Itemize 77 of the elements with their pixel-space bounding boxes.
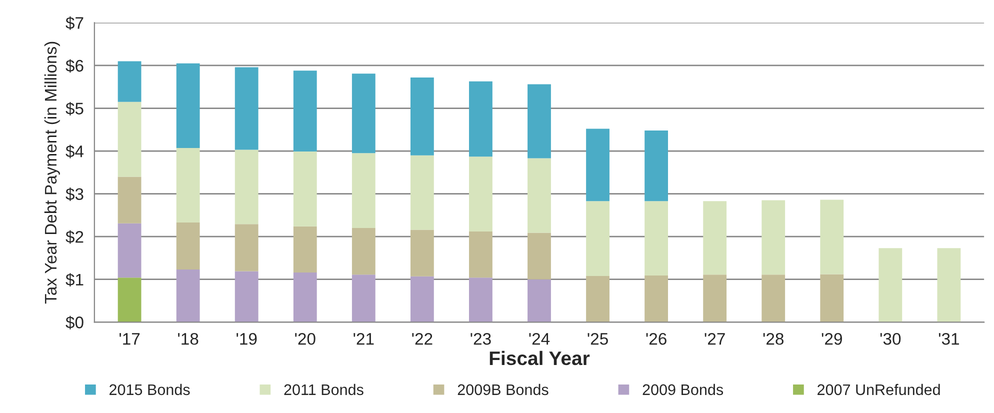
bar [762, 200, 786, 275]
bar [644, 130, 668, 202]
bar [820, 274, 844, 322]
bar [937, 248, 961, 322]
x-tick-label: '27 [704, 332, 725, 345]
bar [469, 278, 492, 322]
legend-label: 2015 Bonds [110, 384, 190, 396]
x-tick-label: '26 [646, 332, 666, 345]
bar [234, 271, 258, 322]
bar [176, 148, 200, 222]
y-tick-label: $0 [66, 316, 84, 330]
bar [410, 155, 434, 230]
y-tick-label: $4 [66, 144, 84, 158]
bar [586, 201, 610, 276]
bar [352, 153, 376, 228]
bar [176, 270, 200, 322]
bar [528, 279, 551, 322]
x-tick-label: '31 [938, 332, 959, 345]
bar [528, 232, 551, 280]
bar [528, 84, 551, 158]
bar [293, 70, 317, 152]
x-tick-label: '17 [120, 333, 140, 345]
bar [293, 226, 317, 273]
bar [352, 274, 376, 322]
bar [528, 158, 551, 233]
x-axis-title: Fiscal Year [490, 350, 590, 366]
legend-label: 2009B Bonds [458, 384, 548, 396]
bar [176, 222, 200, 270]
y-tick-label: $3 [66, 188, 84, 202]
bar [410, 230, 434, 276]
bar [176, 63, 200, 148]
bar [410, 77, 434, 156]
bar [703, 201, 727, 275]
bar [293, 272, 317, 322]
x-tick-label: '18 [178, 332, 198, 345]
bar [118, 61, 142, 102]
x-tick-label: '19 [236, 332, 257, 345]
bar [118, 102, 142, 177]
x-tick-label: '30 [880, 332, 901, 345]
y-axis-title: Tax Year Debt Payment (in Millions) [44, 42, 60, 304]
bar [469, 81, 492, 157]
bar [118, 223, 142, 278]
bar [644, 276, 668, 322]
bar [469, 156, 492, 232]
bar [234, 150, 258, 224]
bar [234, 224, 258, 272]
y-tick-label: $7 [66, 16, 84, 30]
bar [234, 67, 258, 150]
bar [820, 200, 844, 274]
bar [118, 278, 142, 322]
bar [703, 274, 727, 322]
x-tick-label: '29 [822, 332, 842, 345]
bar [118, 176, 142, 224]
y-tick-label: $2 [66, 230, 84, 244]
y-tick-label: $1 [66, 273, 84, 287]
y-tick-label: $6 [66, 59, 84, 73]
x-tick-label: '21 [354, 332, 374, 345]
bar [293, 151, 317, 226]
x-tick-label: '28 [763, 332, 784, 345]
x-tick-label: '22 [412, 332, 432, 345]
x-tick-label: '23 [470, 332, 491, 345]
bar [644, 201, 668, 276]
legend-label: 2011 Bonds [284, 384, 364, 396]
bar [352, 228, 376, 275]
bar [762, 274, 786, 322]
bar [586, 128, 610, 202]
bar [410, 276, 434, 322]
x-tick-label: '24 [529, 332, 550, 345]
y-tick-label: $5 [66, 102, 84, 116]
legend-label: 2007 UnRefunded [818, 384, 940, 396]
bar [352, 74, 376, 154]
bar [878, 248, 902, 322]
x-tick-label: '25 [588, 332, 608, 345]
x-tick-label: '20 [295, 332, 316, 345]
bar [586, 276, 610, 322]
bar [469, 231, 492, 278]
legend-label: 2009 Bonds [642, 384, 724, 396]
